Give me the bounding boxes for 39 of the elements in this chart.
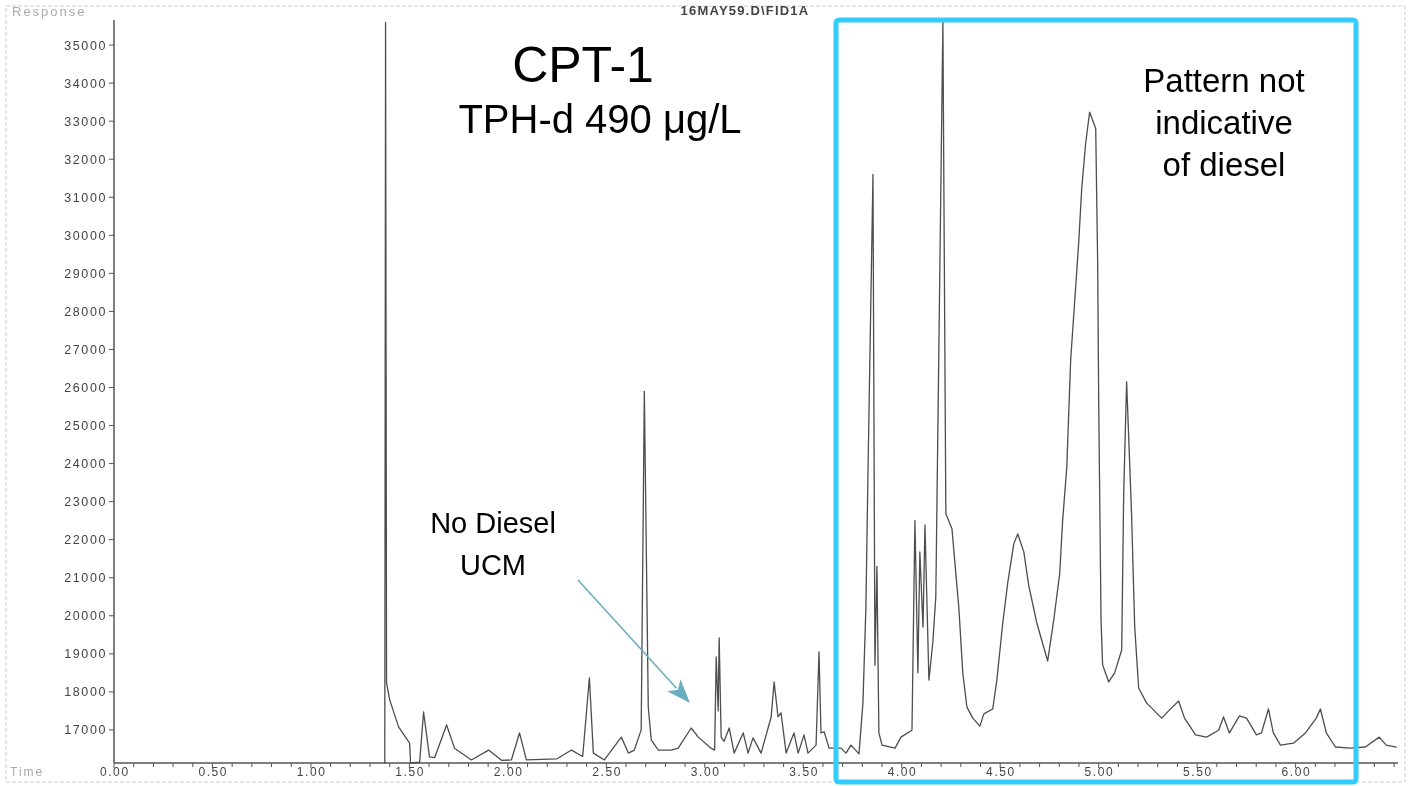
text: 16MAY59.D\FID1A <box>680 3 810 18</box>
x-tick-label: 0.50 <box>198 765 229 779</box>
y-tick-label: 18000 <box>64 685 107 700</box>
y-tick-label: 35000 <box>64 38 107 53</box>
y-tick-label: 22000 <box>64 533 107 548</box>
y-axis-title: Response <box>12 4 87 19</box>
x-tick-label: 3.00 <box>690 765 721 779</box>
y-tick-label: 31000 <box>64 190 107 205</box>
y-tick-label: 21000 <box>64 571 107 586</box>
y-tick-label: 24000 <box>64 457 107 472</box>
y-tick-label: 23000 <box>64 495 107 510</box>
y-tick-label: 20000 <box>64 609 107 624</box>
y-tick-label: 27000 <box>64 342 107 357</box>
y-tick-label: 17000 <box>64 723 107 738</box>
y-tick-label: 28000 <box>64 304 107 319</box>
y-tick-label: 33000 <box>64 114 107 129</box>
x-tick-label: 1.50 <box>395 765 426 779</box>
x-tick-label: 5.00 <box>1084 765 1115 779</box>
y-tick-label: 30000 <box>64 228 107 243</box>
y-tick-label: 29000 <box>64 266 107 281</box>
x-tick-label: 4.00 <box>887 765 918 779</box>
y-tick-label: 32000 <box>64 152 107 167</box>
y-tick-label: 26000 <box>64 381 107 396</box>
y-tick-label: 34000 <box>64 76 107 91</box>
x-tick-label: 6.00 <box>1281 765 1312 779</box>
chart-title: CPT-1 <box>512 37 654 93</box>
annotation: No Diesel UCM <box>430 507 556 581</box>
x-axis-title: Time <box>10 765 45 779</box>
y-tick-label: 25000 <box>64 419 107 434</box>
x-tick-label: 1.00 <box>296 765 327 779</box>
text: TPH-d 490 μg/L <box>458 97 742 141</box>
x-tick-label: 2.00 <box>493 765 524 779</box>
x-tick-label: 4.50 <box>986 765 1016 779</box>
x-tick-label: 2.50 <box>592 765 623 779</box>
annotation: Pattern not indicative of diesel <box>1143 62 1305 183</box>
x-tick-label: 0.00 <box>99 765 130 779</box>
y-tick-label: 19000 <box>64 647 107 662</box>
x-tick-label: 3.50 <box>789 765 819 779</box>
x-tick-label: 5.50 <box>1183 765 1213 779</box>
